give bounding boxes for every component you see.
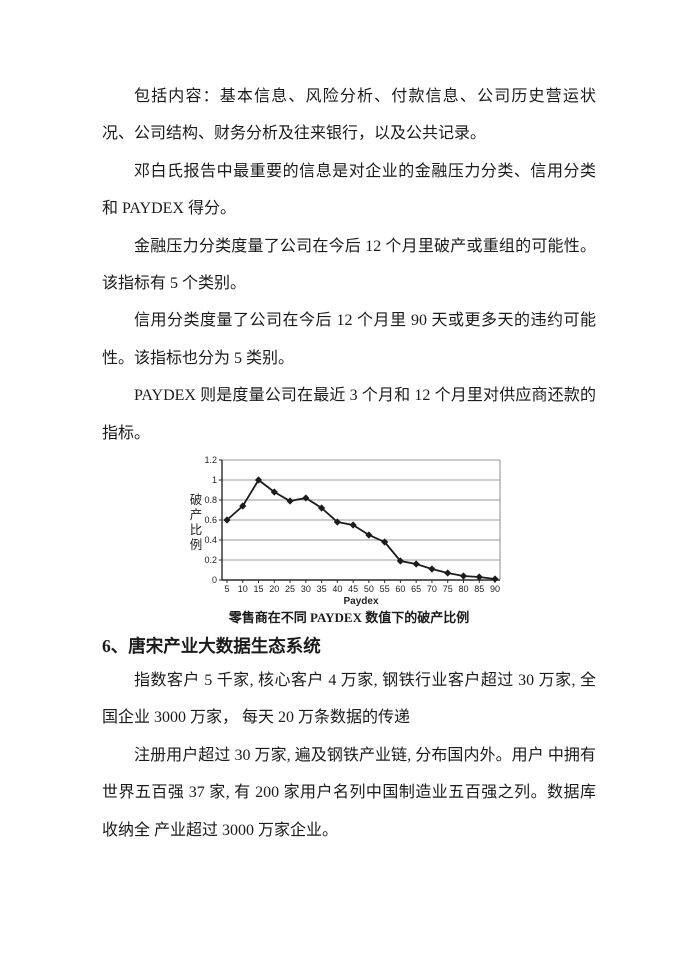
y-axis-title-char: 产	[190, 508, 203, 522]
data-point-marker	[444, 569, 452, 577]
x-tick-label: 75	[443, 584, 453, 594]
y-tick-label: 0.8	[204, 495, 217, 505]
data-point-marker	[223, 516, 231, 524]
data-point-marker	[270, 488, 278, 496]
y-tick-label: 0.2	[204, 555, 217, 565]
x-tick-label: 20	[269, 584, 279, 594]
x-tick-label: 35	[317, 584, 327, 594]
paydex-line-chart: 0 0.2 0.4 0.6 0.8 1 1.2 5 10 15 20 25 30 35 40 45 50 55 60…	[190, 456, 501, 606]
data-line	[226, 478, 496, 580]
y-axis-title-char: 例	[190, 538, 203, 552]
x-tick-label: 70	[427, 584, 437, 594]
x-tick-label: 5	[224, 584, 229, 594]
x-tick-label: 60	[395, 584, 405, 594]
data-point-marker	[412, 560, 420, 568]
y-tick-label: 1	[212, 475, 217, 485]
x-axis-title: Paydex	[343, 596, 378, 606]
y-axis-title-char: 比	[190, 523, 203, 537]
data-point-marker	[459, 572, 468, 580]
x-tick-label: 55	[380, 584, 390, 594]
paragraph-credit-class: 信用分类度量了公司在今后 12 个月里 90 天或更多天的违约可能性。该指标也分…	[102, 312, 596, 367]
x-tick-label: 80	[458, 584, 468, 594]
y-tick-label: 0	[212, 575, 217, 585]
paragraph-financial-stress: 金融压力分类度量了公司在今后 12 个月里破产或重组的可能性。该指标有 5 个类…	[102, 237, 596, 293]
x-tick-label: 15	[254, 584, 264, 594]
x-tick-label: 65	[411, 584, 421, 594]
y-axis-title-char: 破	[190, 492, 203, 507]
x-tick-label: 10	[238, 584, 248, 594]
x-tick-label: 30	[301, 584, 311, 594]
x-tick-label: 25	[285, 584, 295, 594]
data-point-marker	[317, 504, 326, 512]
x-tick-label: 85	[474, 584, 484, 594]
y-tick-label: 1.2	[204, 456, 217, 465]
data-point-marker	[254, 476, 263, 484]
section-heading: 6、唐宋产业大数据生态系统	[102, 636, 321, 657]
y-tick-label: 0.6	[204, 515, 217, 525]
paydex-bankruptcy-chart-figure: 0 0.2 0.4 0.6 0.8 1 1.2 5 10 15 20 25 30 35 40 45 50 55 60…	[102, 452, 596, 628]
paragraph-paydex-def: PAYDEX 则是度量公司在最近 3 个月和 12 个月里对供应商还款的指标。	[102, 387, 596, 442]
data-point-marker	[428, 565, 436, 573]
paragraph-registered-users: 注册用户超过 30 万家, 遍及钢铁产业链, 分布国内外。用户 中拥有世界五百强…	[102, 746, 596, 839]
x-tick-label: 40	[332, 584, 342, 594]
data-point-marker	[286, 497, 294, 505]
paragraph-included-content: 包括内容：基本信息、风险分析、付款信息、公司历史营运状况、公司结构、财务分析及往…	[102, 88, 596, 143]
data-point-marker	[239, 502, 247, 510]
y-tick-label: 0.4	[204, 535, 217, 545]
x-tick-label: 90	[490, 584, 500, 594]
data-point-marker	[491, 575, 499, 583]
paragraph-index-customers: 指数客户 5 千家, 核心客户 4 万家, 钢铁行业客户超过 30 万家, 全国…	[102, 672, 596, 727]
x-tick-label: 50	[364, 584, 374, 594]
paragraph-dnb-report: 邓白氏报告中最重要的信息是对企业的金融压力分类、信用分类和 PAYDEX 得分。	[102, 162, 596, 218]
chart-caption: 零售商在不同 PAYDEX 数值下的破产比例	[228, 610, 470, 626]
data-point-marker	[302, 494, 310, 502]
data-point-marker	[396, 557, 405, 565]
data-point-marker	[475, 573, 483, 581]
x-tick-label: 45	[348, 584, 358, 594]
